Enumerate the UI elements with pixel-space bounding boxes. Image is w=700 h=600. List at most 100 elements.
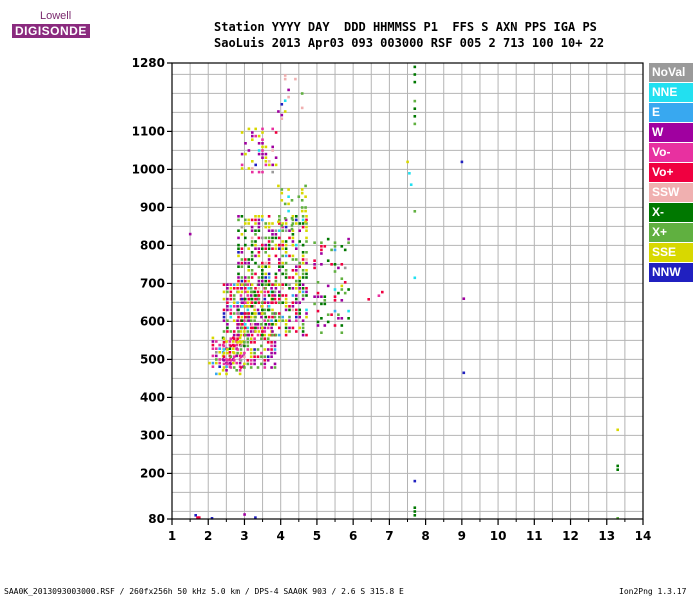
echo-point <box>271 312 274 315</box>
echo-point <box>253 341 256 344</box>
echo-point <box>237 315 240 319</box>
echo-point <box>261 305 264 308</box>
echo-point <box>283 77 287 81</box>
echo-point <box>283 217 287 220</box>
echo-point <box>264 236 267 240</box>
echo-point <box>274 276 278 279</box>
echo-point <box>274 236 278 240</box>
echo-point <box>263 294 267 297</box>
echo-point <box>198 516 201 519</box>
echo-point <box>225 369 228 372</box>
echo-point <box>243 344 246 348</box>
echo-point <box>284 326 288 330</box>
echo-point <box>246 359 250 362</box>
echo-point <box>271 333 274 337</box>
echo-point <box>295 272 298 276</box>
echo-point <box>250 312 254 315</box>
echo-point <box>291 269 295 272</box>
echo-point <box>257 170 261 174</box>
echo-point <box>222 297 226 301</box>
x-tick-label: 12 <box>562 529 579 543</box>
echo-point <box>281 254 284 258</box>
echo-point <box>340 284 344 288</box>
echo-point <box>228 347 232 350</box>
echo-point <box>291 243 295 247</box>
echo-point <box>225 340 228 343</box>
echo-point <box>222 359 226 362</box>
echo-point <box>222 319 226 322</box>
echo-point <box>263 319 267 322</box>
echo-point <box>257 247 261 250</box>
echo-point <box>244 305 247 308</box>
echo-point <box>232 355 236 358</box>
echo-point <box>250 323 254 326</box>
x-tick-label: 1 <box>168 529 176 543</box>
echo-point <box>343 266 347 270</box>
echo-point <box>326 320 330 324</box>
echo-point <box>278 215 281 218</box>
echo-point <box>263 330 267 333</box>
legend-item-x-: X+ <box>649 223 693 242</box>
echo-point <box>246 283 250 286</box>
echo-point <box>226 351 229 355</box>
echo-point <box>250 326 254 330</box>
echo-point <box>208 361 211 365</box>
echo-point <box>257 149 261 152</box>
echo-point <box>284 333 288 337</box>
echo-point <box>300 106 304 110</box>
echo-point <box>305 222 308 225</box>
echo-point <box>247 265 250 268</box>
echo-point <box>247 269 250 272</box>
echo-point <box>254 240 257 243</box>
echo-point <box>237 218 240 222</box>
echo-point <box>232 330 236 333</box>
echo-point <box>264 323 267 326</box>
echo-point <box>271 149 274 152</box>
echo-point <box>278 297 281 301</box>
echo-point <box>240 152 244 156</box>
echo-point <box>267 279 271 283</box>
echo-point <box>616 464 619 468</box>
echo-point <box>260 290 263 294</box>
echo-point <box>305 315 308 319</box>
echo-point <box>274 301 278 304</box>
x-tick-label: 8 <box>421 529 429 543</box>
echo-point <box>305 269 308 272</box>
echo-point <box>333 245 337 248</box>
echo-point <box>266 326 270 330</box>
echo-point <box>229 308 233 312</box>
echo-point <box>294 77 297 81</box>
echo-point <box>326 284 330 288</box>
echo-point <box>284 305 288 308</box>
echo-point <box>239 348 243 351</box>
echo-point <box>260 337 263 340</box>
echo-point <box>253 359 256 362</box>
echo-point <box>256 348 260 351</box>
echo-point <box>271 163 274 167</box>
echo-point <box>413 479 417 483</box>
echo-point <box>347 237 350 241</box>
logo-top-text: Lowell <box>40 10 72 22</box>
echo-point <box>274 163 278 167</box>
x-tick-label: 10 <box>490 529 507 543</box>
echo-point <box>261 283 264 286</box>
y-tick-label: 400 <box>140 390 165 404</box>
echo-point <box>261 218 264 222</box>
echo-point <box>288 254 291 258</box>
echo-point <box>291 308 295 312</box>
echo-point <box>239 294 243 297</box>
echo-point <box>298 279 301 283</box>
echo-point <box>320 245 323 248</box>
echo-point <box>264 160 268 163</box>
echo-point <box>320 295 323 298</box>
echo-point <box>297 195 301 198</box>
echo-point <box>270 351 273 355</box>
echo-point <box>261 243 264 247</box>
echo-point <box>240 326 244 330</box>
echo-point <box>222 330 226 333</box>
echo-point <box>237 312 240 315</box>
echo-point <box>261 131 264 134</box>
echo-point <box>343 248 347 252</box>
echo-point <box>240 233 244 236</box>
echo-point <box>271 297 274 301</box>
